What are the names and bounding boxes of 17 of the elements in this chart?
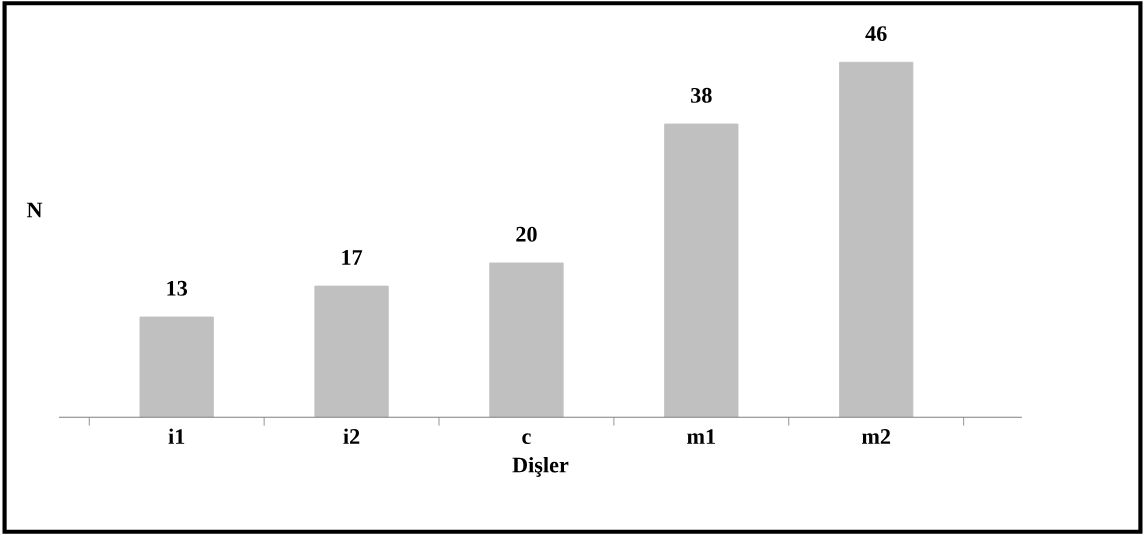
- data-label: 13: [167, 280, 188, 296]
- x-axis-title: Dişler: [512, 456, 569, 477]
- x-tick-label: i1: [168, 428, 185, 444]
- x-tick-label: c: [522, 433, 531, 445]
- bar: [139, 316, 214, 418]
- x-tick-label: m1: [687, 429, 715, 444]
- bar: [839, 61, 914, 418]
- y-axis-title: N: [26, 202, 43, 218]
- data-label: 17: [342, 250, 363, 265]
- bar: [489, 262, 564, 418]
- data-label: 20: [516, 226, 537, 242]
- x-tick-label: m2: [861, 429, 891, 444]
- data-label: 38: [691, 87, 712, 103]
- bar: [314, 285, 389, 418]
- data-label: 46: [865, 26, 887, 42]
- bar: [664, 123, 739, 418]
- x-tick-label: i2: [343, 428, 360, 444]
